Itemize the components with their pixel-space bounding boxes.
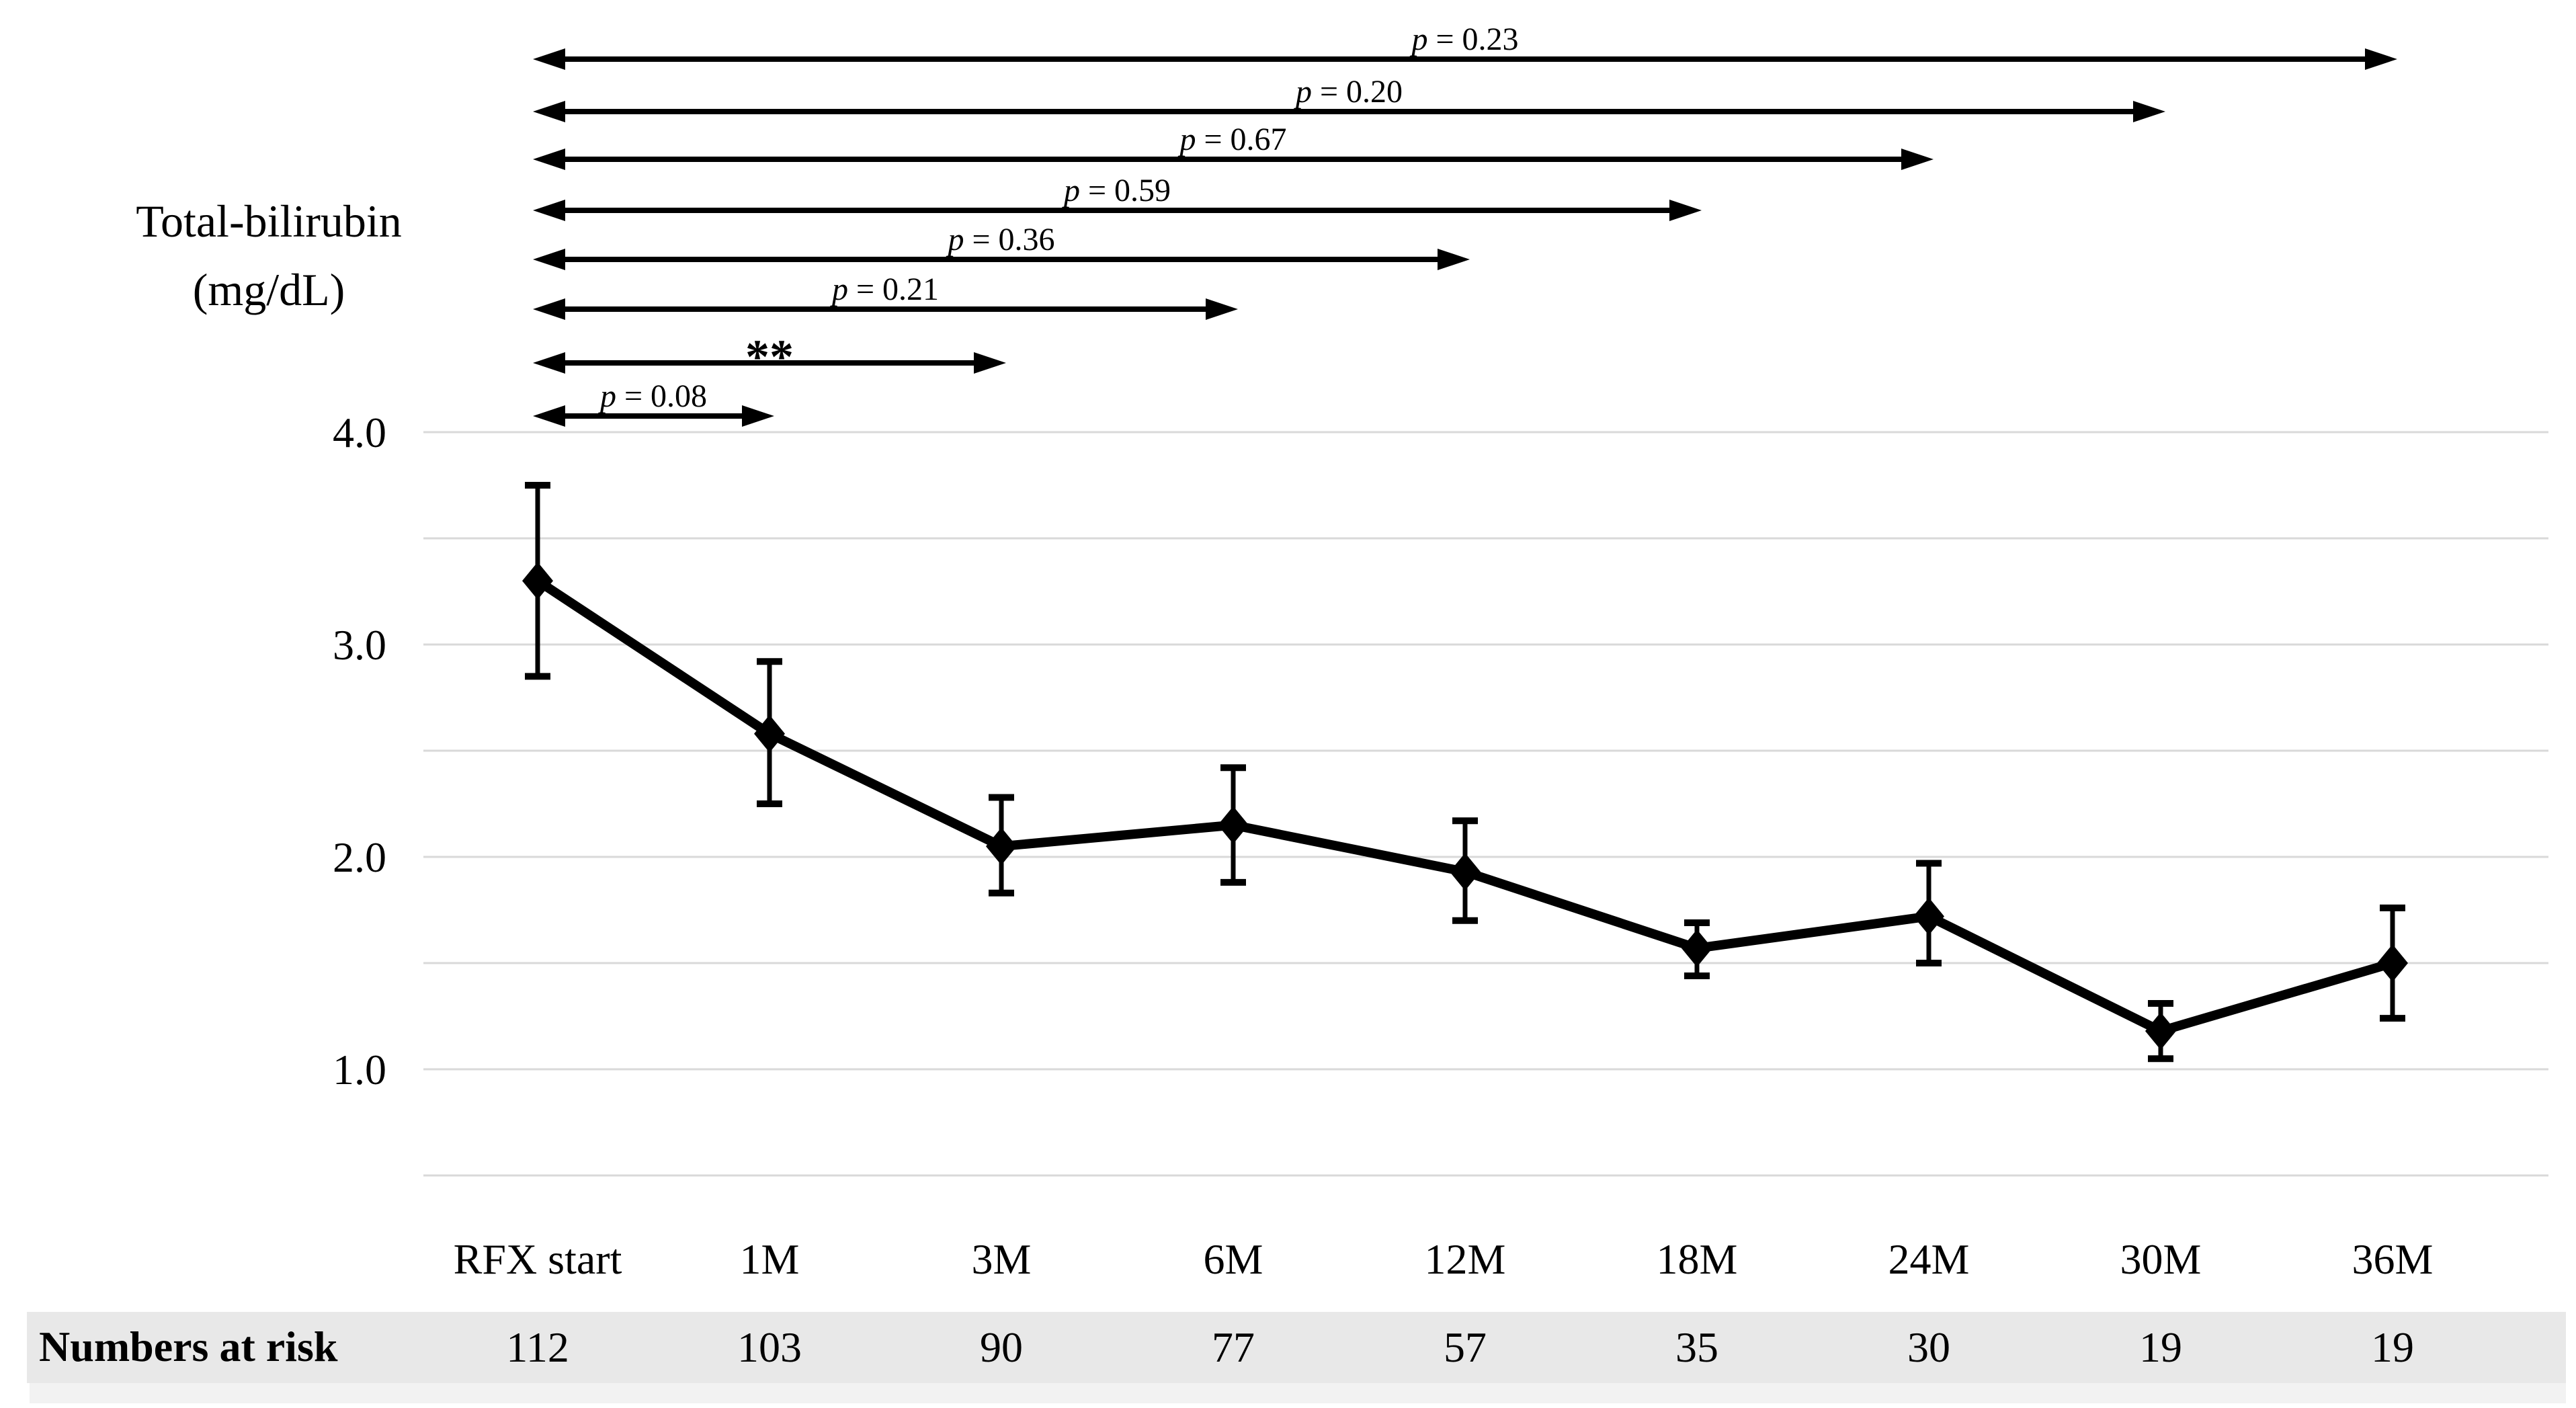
arrowhead-left-3m [533,352,565,374]
arrowhead-left-24m [533,149,565,170]
numbers-at-risk-band [27,1312,2566,1383]
y-tick-label-2.0: 2.0 [333,833,386,881]
data-point-rfx-start [522,562,553,600]
arrowhead-left-30m [533,101,565,122]
x-tick-label-12m: 12M [1425,1235,1506,1283]
data-point-1m [754,714,785,753]
y-axis-title: Total-bilirubin (mg/dL) [87,187,450,324]
x-tick-label-3m: 3M [972,1235,1032,1283]
risk-count-6m: 77 [1212,1323,1255,1371]
y-tick-label-1.0: 1.0 [333,1046,386,1093]
data-point-30m [2145,1012,2176,1050]
arrowhead-right-24m [1901,149,1934,170]
risk-count-30m: 19 [2139,1323,2182,1371]
significance-label-3m: ** [745,330,794,384]
p-value-label-12m: p = 0.36 [946,222,1054,257]
x-tick-label-1m: 1M [740,1235,800,1283]
y-axis-title-line2: (mg/dL) [192,264,345,315]
risk-count-12m: 57 [1444,1323,1487,1371]
arrowhead-left-36m [533,48,565,70]
data-point-12m [1450,853,1481,891]
data-point-36m [2377,944,2408,982]
x-tick-label-rfx-start: RFX start [454,1235,622,1283]
arrowhead-left-18m [533,200,565,221]
y-axis-title-line1: Total-bilirubin [136,196,402,247]
numbers-at-risk-band-edge [30,1383,2566,1403]
y-tick-label-4.0: 4.0 [333,409,386,456]
y-tick-label-3.0: 3.0 [333,621,386,669]
arrowhead-left-6m [533,298,565,320]
arrowhead-right-18m [1669,200,1702,221]
p-value-label-30m: p = 0.20 [1294,74,1403,110]
risk-count-1m: 103 [737,1323,802,1371]
x-tick-label-24m: 24M [1888,1235,1970,1283]
arrowhead-right-1m [742,405,774,427]
p-value-label-6m: p = 0.21 [830,272,939,307]
data-point-3m [986,827,1017,866]
x-tick-label-6m: 6M [1204,1235,1263,1283]
risk-count-3m: 90 [980,1323,1023,1371]
p-value-label-24m: p = 0.67 [1177,122,1286,157]
arrowhead-right-36m [2365,48,2397,70]
data-point-24m [1913,897,1944,936]
p-value-label-1m: p = 0.08 [598,378,707,414]
data-point-18m [1681,929,1712,967]
data-point-6m [1218,806,1249,844]
arrowhead-right-6m [1206,298,1238,320]
risk-count-18m: 35 [1675,1323,1718,1371]
arrowhead-right-30m [2133,101,2165,122]
x-tick-label-18m: 18M [1657,1235,1738,1283]
p-value-label-18m: p = 0.59 [1062,173,1171,208]
risk-count-36m: 19 [2371,1323,2414,1371]
arrowhead-right-12m [1438,249,1470,270]
arrowhead-left-12m [533,249,565,270]
arrowhead-right-3m [974,352,1006,374]
numbers-at-risk-label: Numbers at risk [39,1323,338,1370]
x-tick-label-30m: 30M [2120,1235,2202,1283]
risk-count-24m: 30 [1907,1323,1950,1371]
risk-count-rfx-start: 112 [506,1323,569,1371]
x-tick-label-36m: 36M [2352,1235,2434,1283]
arrowhead-left-1m [533,405,565,427]
p-value-label-36m: p = 0.23 [1409,22,1518,57]
